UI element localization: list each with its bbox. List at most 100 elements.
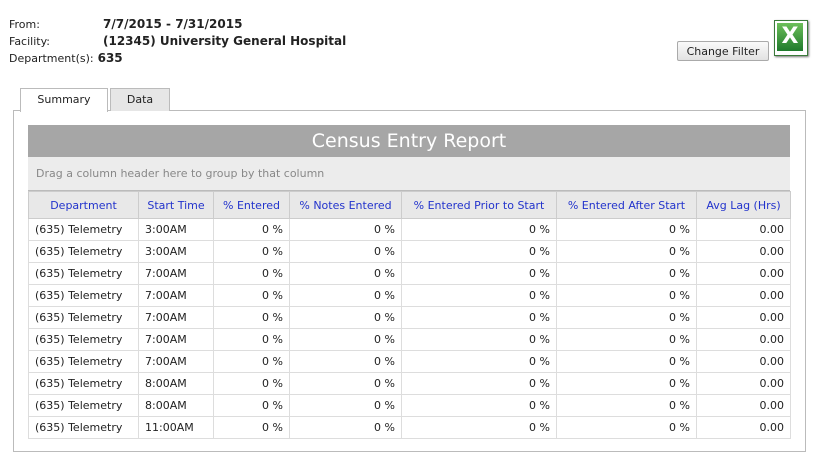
column-header[interactable]: Department xyxy=(28,191,139,219)
table-cell: 0 % xyxy=(213,394,290,417)
table-cell: 0.00 xyxy=(696,240,791,263)
table-cell: 0 % xyxy=(556,218,697,241)
table-cell: 0.00 xyxy=(696,328,791,351)
column-header[interactable]: Avg Lag (Hrs) xyxy=(696,191,791,219)
table-cell: 0.00 xyxy=(696,416,791,439)
table-cell: 0 % xyxy=(289,306,402,329)
table-row[interactable]: (635) Telemetry 11:00AM 0 % 0 % 0 % 0 % 0.00 xyxy=(28,416,791,439)
table-cell: 0 % xyxy=(213,284,290,307)
table-cell: 0 % xyxy=(213,240,290,263)
table-cell: 0 % xyxy=(401,306,557,329)
table-cell: 3:00AM xyxy=(138,240,214,263)
census-grid: Census Entry Report Drag a column header… xyxy=(28,125,791,439)
excel-export-icon[interactable]: X xyxy=(774,20,808,56)
table-cell: 0 % xyxy=(289,416,402,439)
column-header[interactable]: % Entered xyxy=(213,191,290,219)
table-row[interactable]: (635) Telemetry 3:00AM 0 % 0 % 0 % 0 % 0.00 xyxy=(28,218,791,241)
from-value: 7/7/2015 - 7/31/2015 xyxy=(103,17,243,31)
facility-value: (12345) University General Hospital xyxy=(103,34,347,48)
tab-summary[interactable]: Summary xyxy=(20,88,108,112)
table-cell: 0 % xyxy=(401,240,557,263)
report-title: Census Entry Report xyxy=(28,125,790,157)
table-cell: 0 % xyxy=(556,240,697,263)
table-row[interactable]: (635) Telemetry 8:00AM 0 % 0 % 0 % 0 % 0.00 xyxy=(28,372,791,395)
table-cell: (635) Telemetry xyxy=(28,394,139,417)
table-row[interactable]: (635) Telemetry 7:00AM 0 % 0 % 0 % 0 % 0.00 xyxy=(28,262,791,285)
tab-data[interactable]: Data xyxy=(110,88,170,111)
table-cell: 0 % xyxy=(289,218,402,241)
table-cell: 0 % xyxy=(289,284,402,307)
table-cell: 0 % xyxy=(556,328,697,351)
table-cell: 0 % xyxy=(556,306,697,329)
table-cell: 0 % xyxy=(213,372,290,395)
table-cell: 0.00 xyxy=(696,262,791,285)
table-cell: 0 % xyxy=(213,262,290,285)
table-cell: (635) Telemetry xyxy=(28,218,139,241)
table-cell: 0 % xyxy=(401,394,557,417)
table-cell: 0 % xyxy=(556,284,697,307)
facility-label: Facility: xyxy=(9,35,51,48)
change-filter-button[interactable]: Change Filter xyxy=(677,41,769,61)
table-cell: 0 % xyxy=(401,284,557,307)
table-cell: (635) Telemetry xyxy=(28,284,139,307)
table-cell: 7:00AM xyxy=(138,284,214,307)
table-cell: 11:00AM xyxy=(138,416,214,439)
table-row[interactable]: (635) Telemetry 8:00AM 0 % 0 % 0 % 0 % 0.00 xyxy=(28,394,791,417)
table-cell: 0 % xyxy=(401,328,557,351)
table-cell: 0 % xyxy=(289,350,402,373)
table-cell: (635) Telemetry xyxy=(28,262,139,285)
table-cell: 0 % xyxy=(556,416,697,439)
table-cell: 8:00AM xyxy=(138,372,214,395)
table-cell: (635) Telemetry xyxy=(28,240,139,263)
table-cell: 8:00AM xyxy=(138,394,214,417)
filter-summary: From: 7/7/2015 - 7/31/2015 Facility: (1234… xyxy=(9,16,346,67)
table-row[interactable]: (635) Telemetry 7:00AM 0 % 0 % 0 % 0 % 0.00 xyxy=(28,284,791,307)
table-cell: 0 % xyxy=(401,372,557,395)
table-cell: (635) Telemetry xyxy=(28,306,139,329)
from-label: From: xyxy=(9,18,40,31)
table-cell: 0.00 xyxy=(696,218,791,241)
table-cell: 0 % xyxy=(556,394,697,417)
table-cell: 0 % xyxy=(213,306,290,329)
table-row[interactable]: (635) Telemetry 7:00AM 0 % 0 % 0 % 0 % 0.00 xyxy=(28,328,791,351)
table-cell: 0 % xyxy=(401,416,557,439)
table-cell: 0 % xyxy=(289,328,402,351)
group-by-area[interactable]: Drag a column header here to group by th… xyxy=(28,157,790,191)
table-cell: 7:00AM xyxy=(138,350,214,373)
department-value: 635 xyxy=(97,51,123,65)
table-cell: 0.00 xyxy=(696,394,791,417)
table-cell: 0.00 xyxy=(696,284,791,307)
table-cell: (635) Telemetry xyxy=(28,416,139,439)
table-cell: 0 % xyxy=(289,240,402,263)
table-cell: 0 % xyxy=(401,218,557,241)
table-cell: 7:00AM xyxy=(138,328,214,351)
column-header[interactable]: % Entered After Start xyxy=(556,191,697,219)
table-cell: 3:00AM xyxy=(138,218,214,241)
table-row[interactable]: (635) Telemetry 7:00AM 0 % 0 % 0 % 0 % 0.00 xyxy=(28,306,791,329)
table-cell: 0 % xyxy=(556,372,697,395)
table-cell: 0 % xyxy=(289,262,402,285)
table-cell: (635) Telemetry xyxy=(28,350,139,373)
table-cell: 0 % xyxy=(556,350,697,373)
table-cell: 0.00 xyxy=(696,350,791,373)
table-cell: 0 % xyxy=(213,328,290,351)
table-cell: 7:00AM xyxy=(138,306,214,329)
table-cell: 0 % xyxy=(401,350,557,373)
table-cell: 0.00 xyxy=(696,372,791,395)
table-cell: 0 % xyxy=(556,262,697,285)
column-header[interactable]: % Notes Entered xyxy=(289,191,402,219)
table-cell: 0 % xyxy=(289,372,402,395)
table-cell: 0 % xyxy=(213,416,290,439)
table-cell: 0 % xyxy=(289,394,402,417)
table-cell: 0 % xyxy=(401,262,557,285)
department-label: Department(s): xyxy=(9,52,94,65)
table-cell: 0 % xyxy=(213,350,290,373)
table-cell: 0 % xyxy=(213,218,290,241)
column-header[interactable]: % Entered Prior to Start xyxy=(401,191,557,219)
table-cell: 7:00AM xyxy=(138,262,214,285)
column-header[interactable]: Start Time xyxy=(138,191,214,219)
table-cell: (635) Telemetry xyxy=(28,328,139,351)
table-row[interactable]: (635) Telemetry 3:00AM 0 % 0 % 0 % 0 % 0.00 xyxy=(28,240,791,263)
table-row[interactable]: (635) Telemetry 7:00AM 0 % 0 % 0 % 0 % 0.00 xyxy=(28,350,791,373)
table-cell: (635) Telemetry xyxy=(28,372,139,395)
